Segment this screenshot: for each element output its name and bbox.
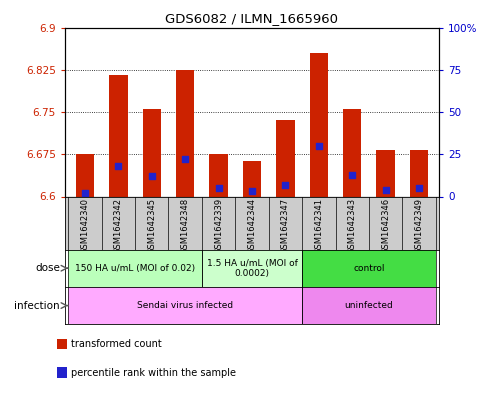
Bar	[176, 70, 194, 196]
Point	[281, 182, 289, 188]
Text: GSM1642348: GSM1642348	[181, 198, 190, 254]
Text: GSM1642345: GSM1642345	[147, 198, 156, 254]
Bar	[68, 287, 302, 324]
Title: GDS6082 / ILMN_1665960: GDS6082 / ILMN_1665960	[166, 12, 338, 25]
Bar	[302, 250, 436, 287]
Bar	[202, 250, 302, 287]
Bar	[276, 120, 294, 196]
Text: uninfected: uninfected	[345, 301, 393, 310]
Bar	[410, 150, 428, 196]
Text: GSM1642341: GSM1642341	[314, 198, 323, 254]
Text: transformed count: transformed count	[71, 339, 161, 349]
Bar	[343, 109, 361, 196]
Bar	[76, 154, 94, 196]
Bar	[243, 161, 261, 196]
Bar	[109, 75, 128, 196]
Point	[315, 143, 323, 149]
Text: 1.5 HA u/mL (MOI of
0.0002): 1.5 HA u/mL (MOI of 0.0002)	[207, 259, 297, 278]
Bar	[57, 338, 67, 349]
Text: infection: infection	[14, 301, 60, 310]
Bar	[57, 367, 67, 378]
Point	[348, 171, 356, 178]
Text: GSM1642346: GSM1642346	[381, 198, 390, 254]
Bar	[210, 154, 228, 196]
Point	[382, 187, 390, 193]
Text: control: control	[353, 264, 385, 273]
Point	[114, 163, 122, 169]
Point	[415, 185, 423, 191]
Text: Sendai virus infected: Sendai virus infected	[137, 301, 233, 310]
Text: GSM1642339: GSM1642339	[214, 198, 223, 254]
Text: dose: dose	[35, 263, 60, 273]
Bar	[143, 109, 161, 196]
Text: GSM1642344: GSM1642344	[248, 198, 256, 254]
Text: GSM1642343: GSM1642343	[348, 198, 357, 254]
Point	[148, 173, 156, 179]
Text: 150 HA u/mL (MOI of 0.02): 150 HA u/mL (MOI of 0.02)	[75, 264, 195, 273]
Bar	[68, 250, 202, 287]
Bar	[302, 287, 436, 324]
Text: percentile rank within the sample: percentile rank within the sample	[71, 367, 236, 378]
Bar	[310, 53, 328, 196]
Point	[181, 156, 189, 162]
Point	[81, 190, 89, 196]
Point	[248, 188, 256, 195]
Text: GSM1642349: GSM1642349	[415, 198, 424, 254]
Point	[215, 185, 223, 191]
Text: GSM1642342: GSM1642342	[114, 198, 123, 254]
Text: GSM1642347: GSM1642347	[281, 198, 290, 254]
Bar	[376, 150, 395, 196]
Text: GSM1642340: GSM1642340	[80, 198, 89, 254]
